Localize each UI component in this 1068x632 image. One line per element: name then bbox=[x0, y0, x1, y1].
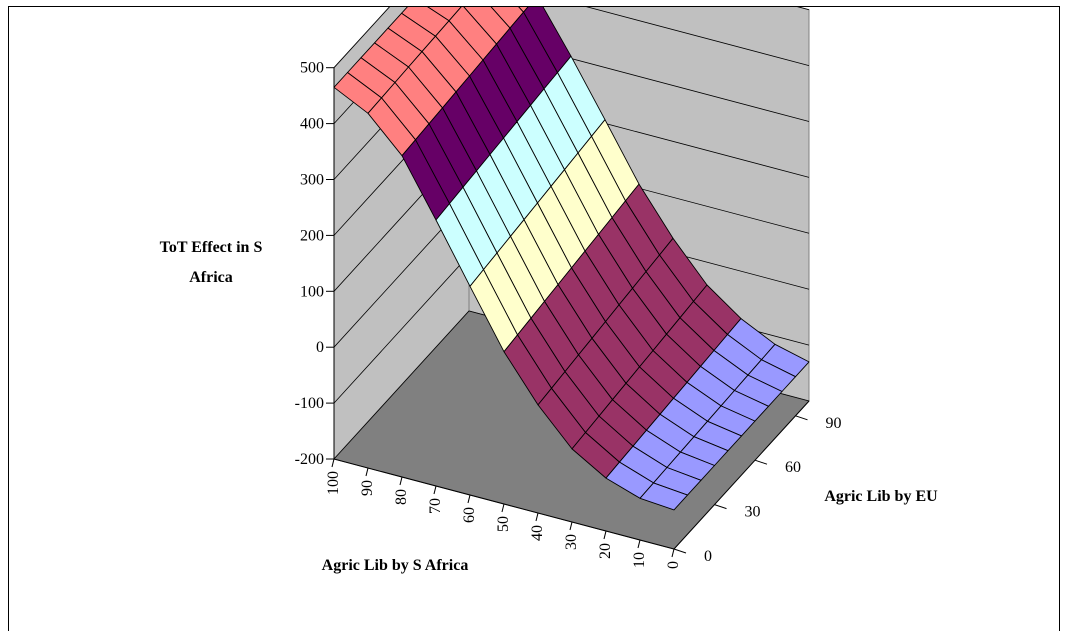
x-tick-label: 0 bbox=[665, 561, 682, 569]
x-tick-mark bbox=[399, 476, 403, 486]
z-tick-label: -200 bbox=[295, 451, 324, 468]
x-tick-mark bbox=[603, 530, 607, 540]
z-tick-label: 100 bbox=[300, 283, 324, 300]
x-tick-label: 60 bbox=[461, 507, 478, 523]
x-tick-label: 20 bbox=[597, 543, 614, 559]
x-tick-mark bbox=[535, 512, 539, 522]
y-tick-label: 90 bbox=[826, 415, 842, 432]
z-tick-label: 300 bbox=[300, 172, 324, 189]
z-tick-label: 400 bbox=[300, 116, 324, 133]
z-axis-title-line2: Africa bbox=[189, 269, 233, 286]
y-tick-label: 0 bbox=[704, 548, 712, 565]
y-axis-ticks: 90 60 30 0 bbox=[673, 415, 842, 565]
y-tick-label: 30 bbox=[745, 504, 761, 521]
x-tick-label: 40 bbox=[529, 525, 546, 541]
x-axis-title: Agric Lib by S Africa bbox=[322, 557, 469, 574]
x-tick-label: 70 bbox=[427, 498, 444, 514]
x-tick-mark bbox=[433, 485, 437, 495]
x-tick-mark bbox=[671, 548, 675, 558]
y-tick-mark bbox=[754, 459, 768, 465]
z-tick-label: 500 bbox=[300, 60, 324, 77]
z-tick-label: -100 bbox=[295, 395, 324, 412]
surface-plot bbox=[333, 7, 810, 511]
z-tick-label: 0 bbox=[316, 339, 324, 356]
y-tick-label: 60 bbox=[785, 459, 801, 476]
x-tick-mark bbox=[467, 494, 471, 504]
y-axis-title: Agric Lib by EU bbox=[824, 488, 938, 505]
x-tick-mark bbox=[569, 521, 573, 531]
x-tick-label: 100 bbox=[325, 471, 342, 495]
x-tick-label: 50 bbox=[495, 516, 512, 532]
y-axis-line bbox=[673, 400, 810, 550]
x-tick-mark bbox=[637, 539, 641, 549]
x-tick-label: 30 bbox=[563, 534, 580, 550]
z-axis-title-line1: ToT Effect in S bbox=[160, 239, 263, 256]
z-tick-label: 200 bbox=[300, 227, 324, 244]
z-axis-ticks: 500 400 300 200 100 0 -100 -200 bbox=[295, 60, 334, 468]
x-tick-label: 90 bbox=[359, 480, 376, 496]
z-gridline bbox=[333, 7, 810, 68]
x-tick-mark bbox=[365, 467, 369, 477]
y-tick-mark bbox=[714, 504, 727, 510]
chart-frame: 500 400 300 200 100 0 -100 -200 100 90 80 70 60 50 40… bbox=[8, 6, 1060, 631]
surface-cell bbox=[639, 482, 688, 511]
x-tick-label: 80 bbox=[393, 489, 410, 505]
x-tick-mark bbox=[501, 503, 505, 513]
x-tick-mark bbox=[331, 458, 335, 468]
y-tick-mark bbox=[795, 415, 808, 421]
surface-cell bbox=[518, 7, 529, 13]
x-tick-label: 10 bbox=[631, 552, 648, 568]
y-tick-mark bbox=[673, 548, 687, 554]
